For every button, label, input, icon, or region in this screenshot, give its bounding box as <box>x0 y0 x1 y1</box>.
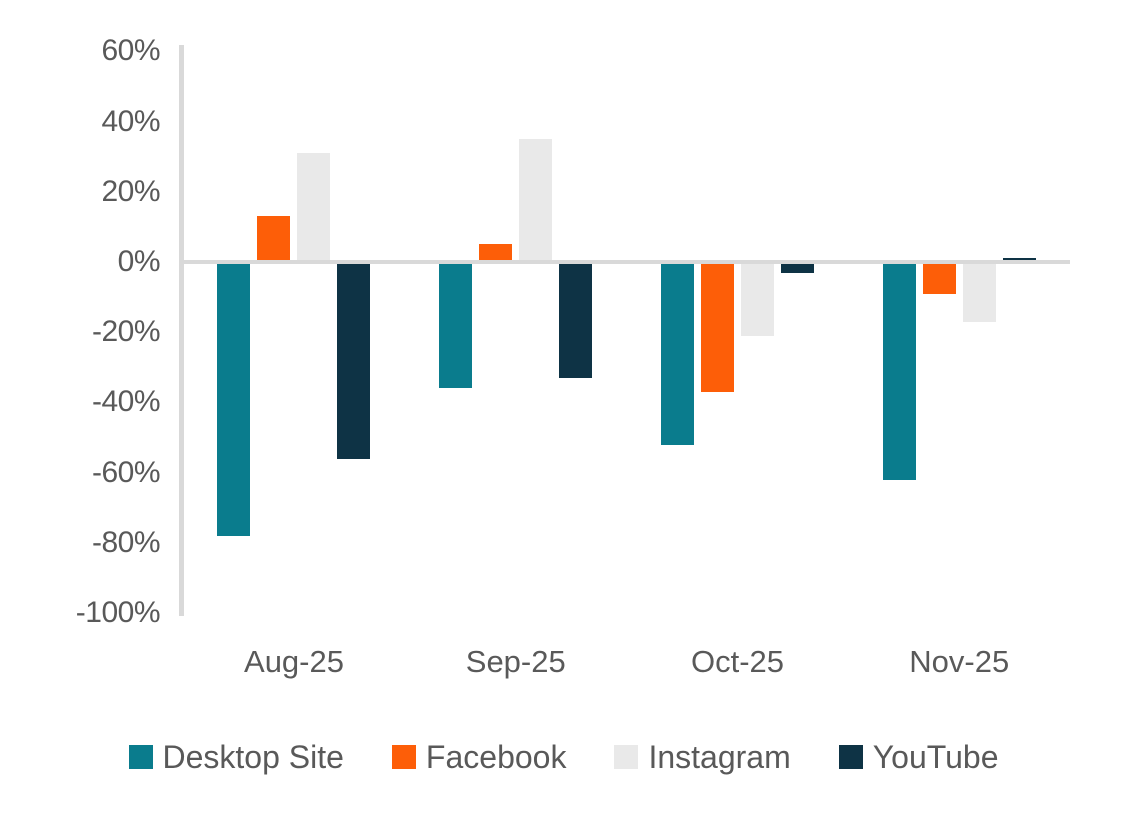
x-axis-label-oct-25: Oct-25 <box>690 644 785 679</box>
bar-facebook-aug-25 <box>257 216 291 262</box>
y-axis-line <box>179 45 184 616</box>
y-axis-tick-label: 20% <box>101 174 160 208</box>
bar-facebook-oct-25 <box>700 262 734 392</box>
x-axis-label-nov-25: Nov-25 <box>909 644 1010 679</box>
bar-desktop-site-sep-25 <box>439 262 473 389</box>
bar-instagram-oct-25 <box>740 262 774 336</box>
y-axis-tick-label: -100% <box>75 596 161 629</box>
bar-facebook-sep-25 <box>479 244 513 262</box>
legend-item-youtube: YouTube <box>838 739 999 775</box>
bar-instagram-aug-25 <box>297 153 331 262</box>
y-axis-tick-label: -80% <box>91 525 161 559</box>
legend-swatch-icon <box>614 745 639 769</box>
x-axis-label-aug-25: Aug-25 <box>244 644 344 679</box>
bar-youtube-sep-25 <box>559 262 593 378</box>
legend-swatch-icon <box>391 745 416 769</box>
bar-youtube-aug-25 <box>337 262 371 459</box>
y-axis-tick-label: -40% <box>91 385 161 419</box>
legend-label: Facebook <box>425 739 567 775</box>
legend-item-facebook: Facebook <box>391 739 567 775</box>
legend-swatch-icon <box>838 745 863 769</box>
chart-legend: Desktop Site Facebook Instagram YouTube <box>0 740 1127 774</box>
y-axis-tick-label: 0% <box>117 245 161 278</box>
legend-label: Desktop Site <box>162 739 344 775</box>
y-axis-tick-label: -60% <box>91 455 161 489</box>
legend-label: YouTube <box>872 739 999 775</box>
legend-swatch-icon <box>128 745 153 769</box>
bar-instagram-nov-25 <box>962 262 996 322</box>
y-axis-tick-label: 40% <box>101 104 160 138</box>
zero-baseline <box>183 260 1070 264</box>
x-axis-label-sep-25: Sep-25 <box>465 644 566 679</box>
y-axis-tick-label: 60% <box>101 34 160 68</box>
y-axis-tick-label: -20% <box>91 315 161 349</box>
bar-youtube-oct-25 <box>780 262 814 273</box>
bar-facebook-nov-25 <box>922 262 956 294</box>
bar-desktop-site-nov-25 <box>882 262 916 480</box>
bar-desktop-site-aug-25 <box>217 262 251 536</box>
legend-item-instagram: Instagram <box>614 739 791 775</box>
bar-desktop-site-oct-25 <box>660 262 694 445</box>
legend-item-desktop-site: Desktop Site <box>128 739 344 775</box>
bar-instagram-sep-25 <box>519 139 553 262</box>
legend-label: Instagram <box>648 739 791 775</box>
